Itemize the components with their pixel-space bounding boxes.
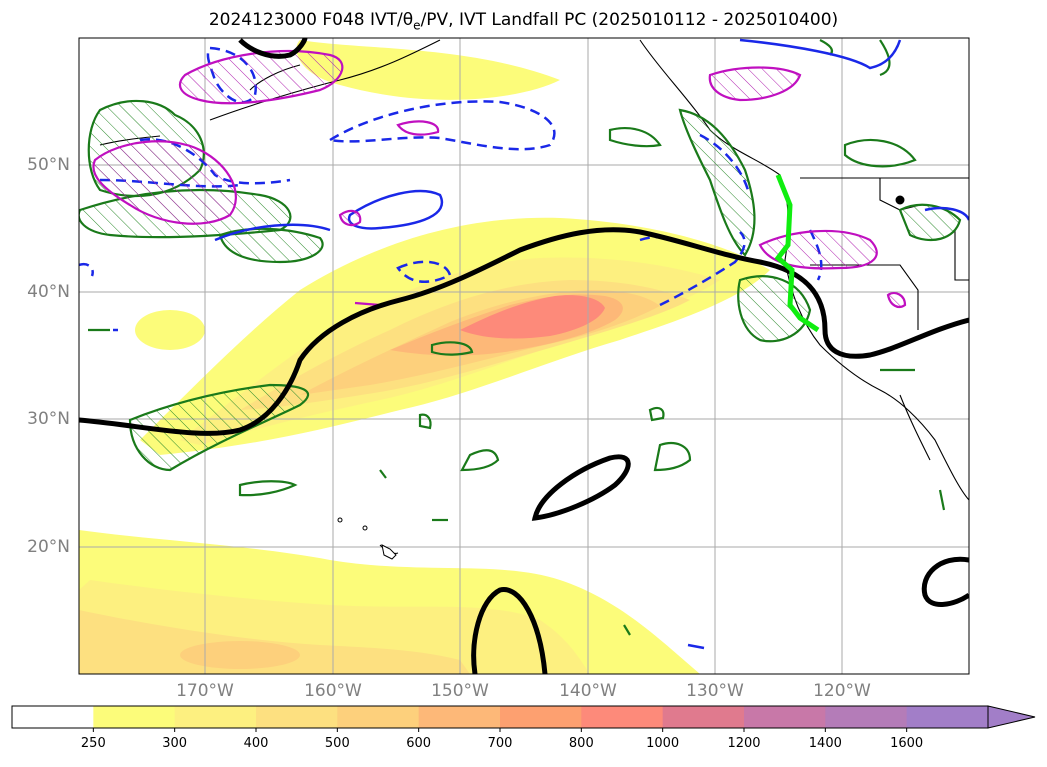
theta-e-contours-solid <box>113 38 969 650</box>
colorbar-tick-label: 250 <box>80 736 106 751</box>
colorbar-extend-arrow <box>987 705 1036 729</box>
colorbar-tick-label: 300 <box>162 736 188 751</box>
colorbar-tick-label: 1400 <box>808 736 842 751</box>
colorbar <box>11 705 1036 732</box>
landfall-line <box>774 174 820 333</box>
colorbar-tick-label: 700 <box>487 736 513 751</box>
lon-label-170w: 170°W <box>176 681 234 701</box>
colorbar-tick-label: 1600 <box>890 736 924 751</box>
colorbar-tick-label: 400 <box>243 736 269 751</box>
colorbar-tick-label: 1200 <box>727 736 761 751</box>
lon-label-130w: 130°W <box>686 681 744 701</box>
lat-label-40: 40°N <box>27 282 70 302</box>
colorbar-swatch <box>825 706 908 728</box>
colorbar-swatch <box>12 706 94 728</box>
colorbar-tick-label: 500 <box>324 736 350 751</box>
colorbar-swatch <box>256 706 338 728</box>
colorbar-swatch <box>500 706 582 728</box>
lon-label-120w: 120°W <box>813 681 871 701</box>
lat-label-20: 20°N <box>27 537 70 557</box>
lat-label-50: 50°N <box>27 155 70 175</box>
theta-e-subscript: e <box>413 18 421 33</box>
lon-label-140w: 140°W <box>559 681 617 701</box>
black-contours <box>79 38 969 674</box>
colorbar-swatch <box>581 706 664 728</box>
magenta-contours <box>92 50 907 309</box>
colorbar-swatch <box>906 706 989 728</box>
colorbar-tick-label: 800 <box>568 736 594 751</box>
lon-label-160w: 160°W <box>304 681 362 701</box>
colorbar-swatch <box>337 706 420 728</box>
islands <box>337 195 905 560</box>
colorbar-swatch <box>744 706 826 728</box>
colorbar-swatch <box>93 706 176 728</box>
map-title: 2024123000 F048 IVT/θe/PV, IVT Landfall … <box>208 10 839 33</box>
colorbar-tick-label: 1000 <box>646 736 680 751</box>
colorbar-swatch <box>418 706 501 728</box>
lon-label-150w: 150°W <box>431 681 489 701</box>
colorbar-swatch <box>662 706 745 728</box>
colorbar-swatch <box>174 706 257 728</box>
lat-label-30: 30°N <box>27 409 70 429</box>
map-frame <box>78 37 970 675</box>
colorbar-tick-label: 600 <box>406 736 432 751</box>
